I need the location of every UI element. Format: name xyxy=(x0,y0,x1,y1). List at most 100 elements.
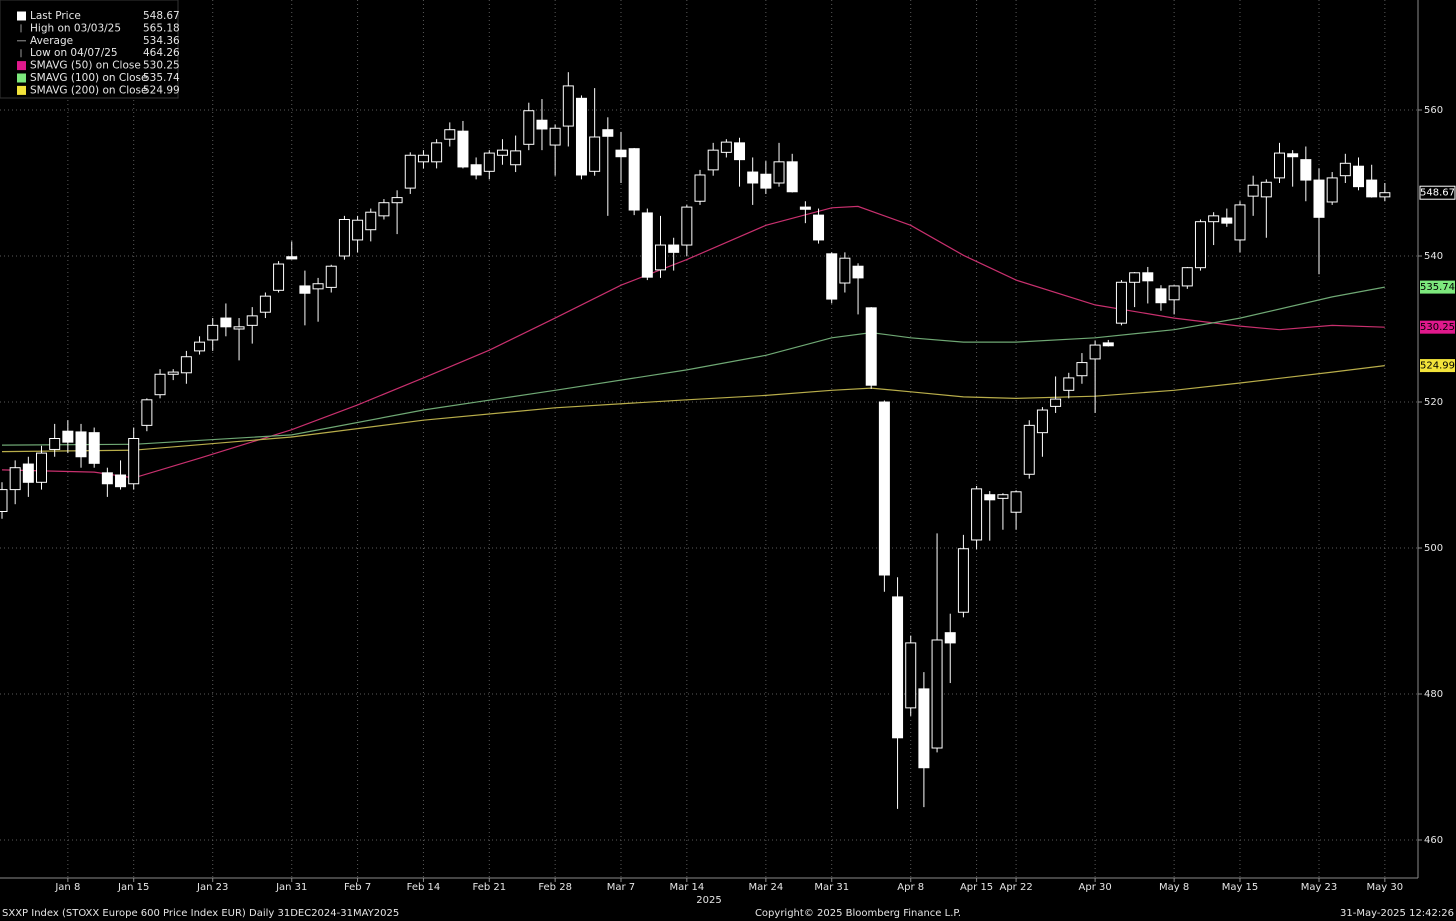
legend-label: Low on 04/07/25 xyxy=(30,47,118,59)
candle-body xyxy=(259,295,271,313)
legend-value: 535.74 xyxy=(143,72,180,84)
candle-body xyxy=(299,285,311,294)
candle-body xyxy=(615,149,627,158)
candle-body xyxy=(233,326,245,330)
candle-body xyxy=(154,373,166,396)
candle-body xyxy=(9,467,21,491)
candle-body xyxy=(1076,362,1088,377)
candle-body xyxy=(194,341,206,352)
candle-body xyxy=(786,161,798,193)
candle-body xyxy=(562,85,574,127)
x-tick-label: Mar 31 xyxy=(814,882,849,893)
legend-value: 565.18 xyxy=(143,22,180,34)
candle-body xyxy=(839,257,851,284)
x-tick-label: May 15 xyxy=(1222,882,1259,893)
candle-body xyxy=(668,244,680,253)
x-tick-label: Mar 7 xyxy=(607,882,635,893)
footer-left: SXXP Index (STOXX Europe 600 Price Index… xyxy=(2,908,399,919)
candle-body xyxy=(496,149,508,156)
x-tick-label: Mar 24 xyxy=(748,882,783,893)
legend-label: SMAVG (200) on Close xyxy=(30,84,147,96)
candle-body xyxy=(470,164,482,176)
footer-center: Copyright© 2025 Bloomberg Finance L.P. xyxy=(755,908,961,919)
candle-body xyxy=(1353,165,1365,188)
candle-body xyxy=(457,130,469,168)
value-tag-label: 548.67 xyxy=(1420,188,1455,199)
candle-body xyxy=(36,452,48,483)
value-tag xyxy=(1420,280,1455,294)
candle-body xyxy=(312,283,324,290)
legend-label: SMAVG (50) on Close xyxy=(30,60,141,72)
value-tag xyxy=(1419,185,1456,200)
legend-value: 464.26 xyxy=(143,47,180,59)
candle-body xyxy=(1260,181,1272,198)
legend-swatch xyxy=(17,85,26,95)
y-tick-label: 480 xyxy=(1424,689,1443,700)
candle-body xyxy=(734,142,746,161)
candle-body xyxy=(286,256,298,260)
candle-body xyxy=(852,265,864,279)
x-tick-label: May 8 xyxy=(1159,882,1189,893)
candle-body xyxy=(1023,424,1035,475)
candle-body xyxy=(128,438,140,485)
candle-body xyxy=(997,494,1009,499)
y-tick-label: 500 xyxy=(1424,543,1443,554)
candle-body xyxy=(75,431,87,458)
candle-body xyxy=(115,474,127,488)
candle-body xyxy=(1287,153,1299,158)
candle-body xyxy=(773,161,785,184)
candle-body xyxy=(694,174,706,202)
grid xyxy=(0,0,1418,878)
candle-body xyxy=(101,472,113,485)
candle-body xyxy=(1168,285,1180,301)
value-tag xyxy=(1420,359,1455,373)
candles xyxy=(0,72,1391,809)
x-tick-label: Jan 8 xyxy=(54,882,80,893)
x-tick-label: May 23 xyxy=(1301,882,1338,893)
candle-body xyxy=(865,307,877,386)
candle-body xyxy=(589,136,601,172)
candle-body xyxy=(1181,267,1193,287)
candle-body xyxy=(510,150,522,166)
x-tick-label: Feb 7 xyxy=(344,882,371,893)
legend-swatch xyxy=(17,61,26,71)
candle-body xyxy=(681,206,693,246)
candle-body xyxy=(641,212,653,278)
legend-swatch xyxy=(17,73,26,83)
candle-body xyxy=(444,129,456,140)
candle-body xyxy=(273,263,285,291)
legend-value: 530.25 xyxy=(143,60,180,72)
candle-body xyxy=(892,596,904,739)
x-tick-label: Feb 21 xyxy=(472,882,506,893)
candle-body xyxy=(404,154,416,189)
candle-body xyxy=(1366,179,1378,198)
candle-body xyxy=(536,119,548,130)
legend-label: Average xyxy=(30,35,73,47)
candle-body xyxy=(1194,221,1206,269)
candle-body xyxy=(971,488,983,541)
candle-body xyxy=(1155,288,1167,304)
candle-body xyxy=(352,219,364,241)
candle-body xyxy=(1221,217,1233,224)
footer-right: 31-May-2025 12:42:26 xyxy=(1340,908,1454,919)
candle-body xyxy=(483,152,495,172)
candle-body xyxy=(338,219,350,257)
value-tag-label: 524.99 xyxy=(1420,361,1455,372)
candle-body xyxy=(1339,162,1351,177)
candle-body xyxy=(826,253,838,300)
candle-body xyxy=(799,206,811,210)
candle-body xyxy=(417,154,429,163)
y-tick-label: 540 xyxy=(1424,251,1443,262)
x-tick-label: Feb 28 xyxy=(538,882,572,893)
candle-body xyxy=(878,401,890,576)
candle-body xyxy=(431,142,443,163)
candle-body xyxy=(523,110,535,145)
candle-body xyxy=(220,317,232,328)
y-tick-label: 520 xyxy=(1424,397,1443,408)
candle-body xyxy=(22,463,34,483)
legend-value: 524.99 xyxy=(143,84,180,96)
candle-body xyxy=(325,265,337,288)
candle-body xyxy=(1063,377,1075,391)
candle-body xyxy=(1142,272,1154,282)
